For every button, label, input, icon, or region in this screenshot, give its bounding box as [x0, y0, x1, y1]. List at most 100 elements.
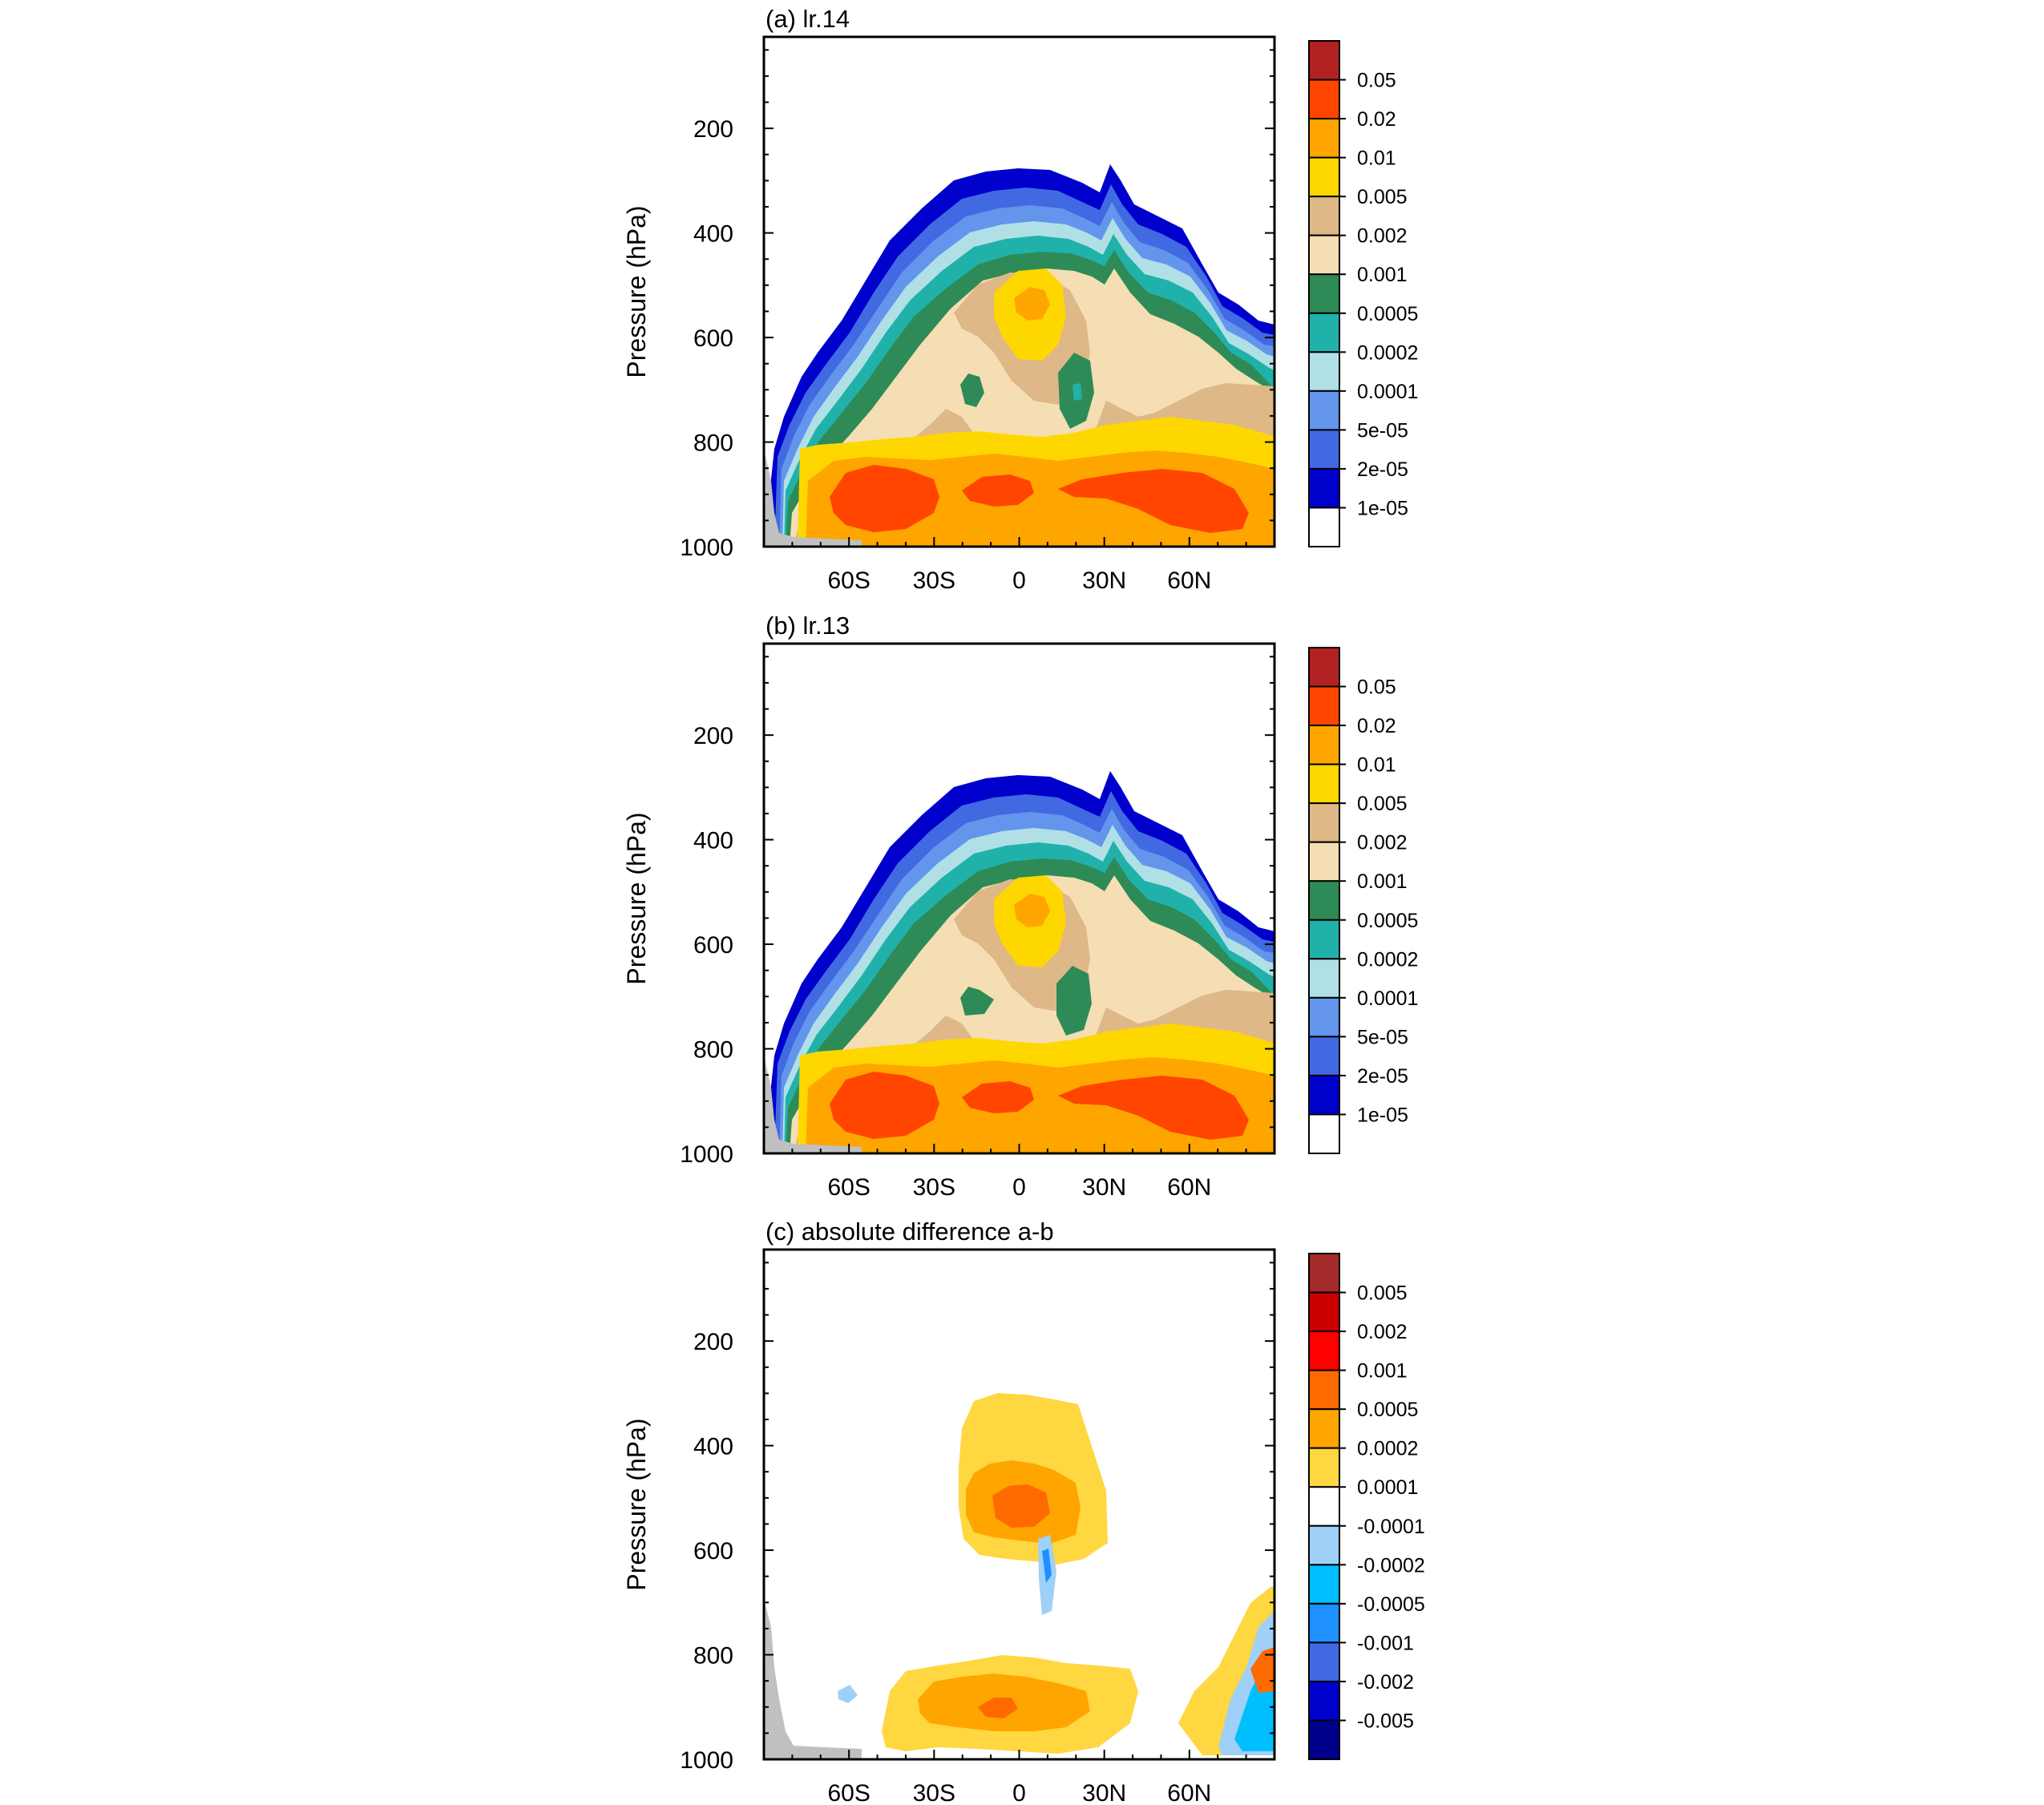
contour-field: [764, 1393, 1274, 1759]
colorbar-box: [1308, 118, 1340, 159]
colorbar-label: 0.005: [1357, 186, 1408, 208]
colorbar-box: [1308, 156, 1340, 198]
colorbar-box: [1308, 79, 1340, 120]
colorbar-box: [1308, 273, 1340, 314]
colorbar-box: [1308, 1074, 1340, 1116]
y-tick-label: 600: [693, 932, 733, 959]
colorbar-box: [1308, 1680, 1340, 1722]
x-tick-label: 60S: [827, 567, 870, 594]
colorbar-label: 0.0005: [1357, 303, 1418, 325]
colorbar-label: 0.001: [1357, 264, 1408, 286]
x-tick-label: 30N: [1082, 567, 1126, 594]
region-0.0005-west: [960, 374, 984, 407]
colorbar-label: 0.0002: [1357, 1438, 1418, 1460]
panel-title: (a) lr.14: [765, 5, 850, 33]
colorbar-label: 1e-05: [1357, 1104, 1408, 1126]
colorbar-label: 0.005: [1357, 1282, 1408, 1305]
colorbar-box: [1308, 1602, 1340, 1644]
colorbar-label: -0.002: [1357, 1671, 1414, 1694]
colorbar-box: [1308, 841, 1340, 882]
colorbar-box: [1308, 1369, 1340, 1411]
region-0.0005-west: [960, 987, 994, 1016]
y-tick-label: 200: [693, 116, 733, 143]
colorbar-label: 0.05: [1357, 676, 1396, 699]
colorbar-box: [1308, 351, 1340, 392]
colorbar-label: 0.0001: [1357, 987, 1418, 1010]
colorbar-label: 0.0002: [1357, 948, 1418, 971]
colorbar-label: 0.002: [1357, 1321, 1408, 1343]
colorbar-box: [1308, 1331, 1340, 1371]
colorbar-box: [1308, 725, 1340, 765]
colorbar-box: [1308, 1113, 1340, 1155]
region-0.02-west: [830, 465, 939, 532]
y-tick-label: 400: [693, 1434, 733, 1460]
colorbar-label: -0.001: [1357, 1632, 1414, 1654]
colorbar-box: [1308, 234, 1340, 276]
colorbar-box: [1308, 1524, 1340, 1566]
y-tick-label: 200: [693, 723, 733, 749]
colorbar-label: 0.01: [1357, 754, 1396, 777]
x-tick-label: 0: [1012, 1174, 1026, 1201]
x-tick-label: 60N: [1167, 1174, 1211, 1201]
y-tick-label: 800: [693, 1643, 733, 1670]
colorbar-box: [1308, 507, 1340, 548]
colorbar-label: 2e-05: [1357, 1065, 1408, 1088]
colorbar-label: 0.001: [1357, 870, 1408, 893]
y-tick-label: 1000: [680, 1747, 733, 1774]
region-0.02-mid: [962, 1081, 1034, 1113]
y-tick-label: 1000: [680, 1141, 733, 1168]
colorbar-box: [1308, 802, 1340, 843]
y-axis-label: Pressure (hPa): [622, 1418, 651, 1590]
colorbar-box: [1308, 958, 1340, 999]
colorbar-box: [1308, 1447, 1340, 1488]
colorbar-label: -0.0001: [1357, 1516, 1425, 1538]
colorbar: 0.05 0.02 0.01 0.005 0.002 0.001 0.0005 0.0002 0…: [1308, 40, 1418, 548]
axis-ticks: 200 400 600 800 1000 60S 30S 0 30N 60N: [680, 49, 1274, 594]
colorbar-label: 5e-05: [1357, 1026, 1408, 1048]
colorbar-box: [1308, 467, 1340, 509]
x-tick-label: 30N: [1082, 1174, 1126, 1201]
x-tick-label: 60S: [827, 1780, 870, 1805]
region-0.0005-lower: [978, 1698, 1018, 1718]
panel-title: (c) absolute difference a-b: [765, 1217, 1054, 1246]
missing-topography: [764, 1599, 862, 1759]
colorbar-box: [1308, 647, 1340, 688]
y-tick-label: 600: [693, 1538, 733, 1565]
y-axis-label: Pressure (hPa): [622, 812, 651, 984]
missing-topography: [764, 449, 862, 547]
x-tick-label: 60S: [827, 1174, 870, 1201]
x-tick-label: 60N: [1167, 567, 1211, 594]
region-0.02-west: [830, 1072, 939, 1139]
colorbar-box: [1308, 996, 1340, 1038]
x-tick-label: 0: [1012, 567, 1026, 594]
x-tick-label: 30S: [913, 1780, 955, 1805]
colorbar-box: [1308, 1291, 1340, 1333]
region-0.0005-east: [1250, 1647, 1274, 1693]
colorbar-box: [1308, 919, 1340, 960]
axis-ticks: 200 400 600 800 1000 60S 30S 0 30N 60N: [680, 1262, 1274, 1805]
panel-title: (b) lr.13: [765, 612, 850, 640]
x-tick-label: 30S: [913, 1174, 955, 1201]
colorbar-label: 0.0005: [1357, 1399, 1418, 1421]
colorbar-box: [1308, 429, 1340, 470]
colorbar-box: [1308, 1641, 1340, 1682]
colorbar: 0.05 0.02 0.01 0.005 0.002 0.001 0.0005 0.0002 0…: [1308, 647, 1418, 1155]
y-tick-label: 200: [693, 1329, 733, 1355]
colorbar-box: [1308, 312, 1340, 353]
colorbar-box: [1308, 1564, 1340, 1605]
colorbar-label: 0.0001: [1357, 381, 1418, 403]
colorbar-box: [1308, 880, 1340, 921]
colorbar-box: [1308, 390, 1340, 431]
contour-field: [764, 771, 1274, 1153]
region-0.01-center: [1014, 287, 1050, 321]
colorbar-label: 1e-05: [1357, 497, 1408, 519]
axis-ticks: 200 400 600 800 1000 60S 30S 0 30N 60N: [680, 656, 1274, 1201]
x-tick-label: 30N: [1082, 1780, 1126, 1805]
colorbar-label: 0.02: [1357, 108, 1396, 131]
colorbar-box: [1308, 1408, 1340, 1449]
colorbar-label: 0.01: [1357, 147, 1396, 170]
colorbar-label: 2e-05: [1357, 458, 1408, 481]
colorbar-label: 5e-05: [1357, 419, 1408, 442]
colorbar-label: 0.005: [1357, 793, 1408, 815]
